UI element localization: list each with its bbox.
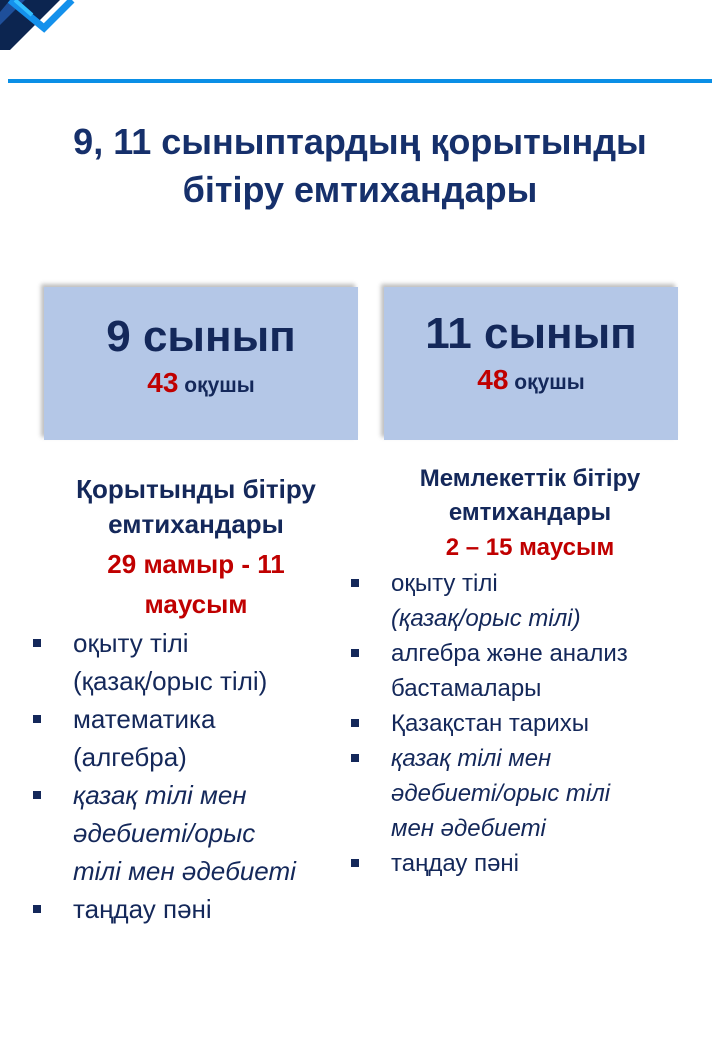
date-line: 29 мамыр - 11 bbox=[107, 549, 285, 579]
page-title: 9, 11 сыныптардың қорытынды бітіру емтих… bbox=[0, 118, 720, 214]
grade9-dates: 29 мамыр - 11 маусым bbox=[40, 544, 352, 624]
title-line: бітіру емтихандары bbox=[182, 169, 538, 210]
title-line: 9, 11 сыныптардың қорытынды bbox=[73, 121, 647, 162]
grade11-dates: 2 – 15 маусым bbox=[445, 534, 615, 561]
header-divider bbox=[8, 79, 712, 83]
bullet-icon bbox=[351, 649, 359, 657]
subject-item: оқыту тілі (қазақ/орыс тілі) bbox=[345, 566, 715, 636]
subject-line: бастамалары bbox=[391, 675, 542, 702]
subject-line: (алгебра) bbox=[73, 742, 187, 772]
bullet-icon bbox=[33, 715, 41, 723]
subject-line: мен әдебиеті bbox=[391, 815, 546, 842]
subject-line: таңдау пәні bbox=[391, 850, 520, 877]
subject-item: таңдау пәні bbox=[33, 890, 352, 928]
subject-line: тілі мен әдебиеті bbox=[73, 856, 296, 886]
heading-line: Қорытынды бітіру bbox=[76, 474, 316, 504]
subject-item: қазақ тілі мен әдебиеті/орыс тілі мен әдеб… bbox=[345, 741, 715, 846]
subject-line: математика bbox=[73, 704, 216, 734]
grade11-subject-list: оқыту тілі (қазақ/орыс тілі) алгебра және … bbox=[345, 566, 715, 881]
subject-line: (қазақ/орыс тілі) bbox=[73, 666, 268, 696]
subject-line: қазақ тілі мен bbox=[391, 745, 552, 772]
count-number: 48 bbox=[477, 364, 509, 395]
bullet-icon bbox=[351, 859, 359, 867]
subject-line: оқыту тілі bbox=[73, 628, 189, 658]
grade11-box: 11 сынып 48 оқушы bbox=[384, 287, 678, 440]
heading-line: Мемлекеттік бітіру bbox=[419, 465, 641, 492]
bullet-icon bbox=[33, 639, 41, 647]
grade9-column: Қорытынды бітіру емтихандары 29 мамыр - … bbox=[33, 472, 352, 928]
grade11-count: 48 оқушы bbox=[384, 364, 678, 396]
grade9-count: 43 оқушы bbox=[44, 367, 358, 399]
bullet-icon bbox=[351, 754, 359, 762]
bullet-icon bbox=[33, 905, 41, 913]
grade9-box: 9 сынып 43 оқушы bbox=[44, 287, 358, 440]
subject-line: оқыту тілі bbox=[391, 570, 498, 597]
grade9-exam-heading: Қорытынды бітіру емтихандары bbox=[40, 472, 352, 542]
subject-line: (қазақ/орыс тілі) bbox=[391, 605, 581, 632]
subject-line: Қазақстан тарихы bbox=[391, 710, 589, 737]
bullet-icon bbox=[351, 719, 359, 727]
count-unit: оқушы bbox=[514, 371, 585, 394]
subject-item: алгебра және анализ бастамалары bbox=[345, 636, 715, 706]
subject-line: қазақ тілі мен bbox=[73, 780, 247, 810]
grade11-class: 11 сынып bbox=[425, 309, 637, 358]
subject-item: Қазақстан тарихы bbox=[345, 706, 715, 741]
bullet-icon bbox=[33, 791, 41, 799]
subject-line: әдебиеті/орыс bbox=[73, 818, 256, 848]
heading-line: емтихандары bbox=[448, 499, 612, 526]
subject-line: таңдау пәні bbox=[73, 894, 212, 924]
corner-decoration-logo bbox=[0, 0, 75, 50]
grade9-class: 9 сынып bbox=[106, 312, 296, 361]
subject-line: алгебра және анализ bbox=[391, 640, 628, 667]
grade11-exam-heading: Мемлекеттік бітіру емтихандары bbox=[345, 462, 715, 530]
heading-line: емтихандары bbox=[108, 509, 284, 539]
date-line: маусым bbox=[144, 589, 248, 619]
subject-item: оқыту тілі (қазақ/орыс тілі) bbox=[33, 624, 352, 700]
subject-item: таңдау пәні bbox=[345, 846, 715, 881]
subject-item: математика (алгебра) bbox=[33, 700, 352, 776]
subject-item: қазақ тілі мен әдебиеті/орыс тілі мен әдеб… bbox=[33, 776, 352, 890]
grade9-subject-list: оқыту тілі (қазақ/орыс тілі) математика (ал… bbox=[33, 624, 352, 928]
subject-line: әдебиеті/орыс тілі bbox=[391, 780, 611, 807]
count-number: 43 bbox=[147, 367, 179, 398]
count-unit: оқушы bbox=[184, 374, 255, 397]
bullet-icon bbox=[351, 579, 359, 587]
grade11-column: Мемлекеттік бітіру емтихандары 2 – 15 ма… bbox=[345, 462, 715, 881]
